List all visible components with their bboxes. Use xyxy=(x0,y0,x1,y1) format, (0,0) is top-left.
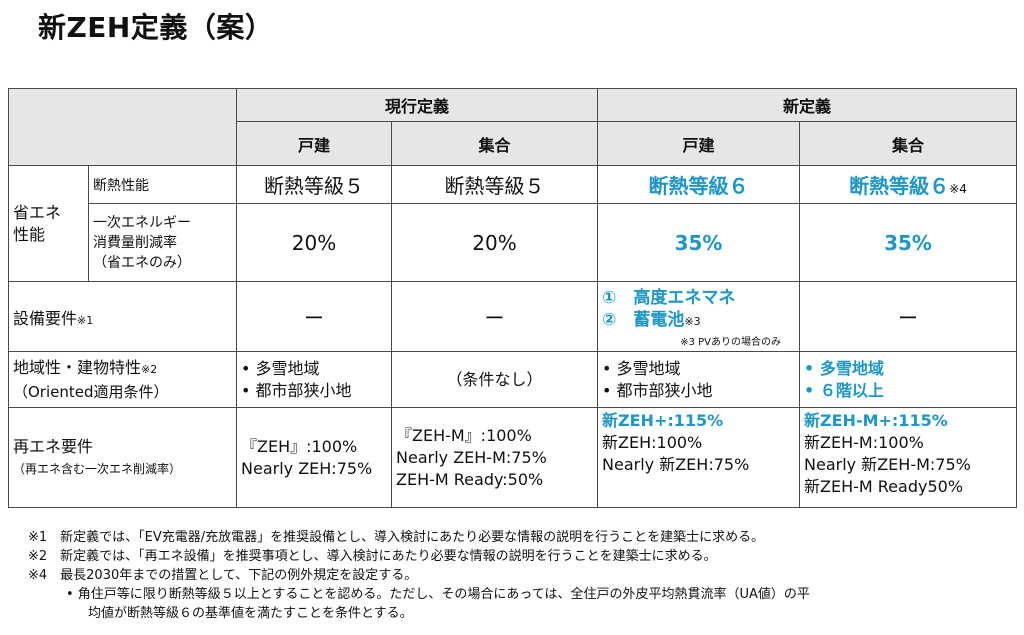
header-current-definition: 現行定義 xyxy=(235,88,599,122)
current-detached-renewable-2: Nearly ZEH:75% xyxy=(241,458,373,478)
row-label-insulation: 断熱性能 xyxy=(88,165,237,204)
footnote-2: ※2 新定義では、「再エネ設備」を推奨事項とし、導入検討にあたり必要な情報の説明… xyxy=(28,549,717,564)
new-detached-regional-2: • 都市部狭小地 xyxy=(602,380,713,400)
cell-new-collective-insulation: 断熱等級６※4 xyxy=(799,165,1018,204)
header-current-detached: 戸建 xyxy=(236,121,392,166)
footnote-1: ※1 新定義では、「EV充電器/充放電器」を推奨設備とし、導入検討にあたり必要な… xyxy=(28,530,765,545)
current-detached-regional-2: • 都市部狭小地 xyxy=(241,380,352,400)
reduction-label-line3: （省エネのみ） xyxy=(93,254,191,271)
cell-new-collective-renewable: 新ZEH-M+:115% 新ZEH-M:100% Nearly 新ZEH-M:7… xyxy=(799,407,1018,508)
footnote-4-bullet-line2: 均値が断熱等級６の基準値を満たすことを条件とする。 xyxy=(88,606,413,621)
current-collective-renewable-2: Nearly ZEH-M:75% xyxy=(396,447,547,467)
cell-current-collective-regional: （条件なし） xyxy=(390,351,599,408)
header-new-detached: 戸建 xyxy=(597,121,801,166)
new-collective-regional-1: • 多雪地域 xyxy=(804,358,884,378)
cell-current-collective-insulation: 断熱等級５ xyxy=(390,165,599,204)
zeh-definition-table: 現行定義 新定義 戸建 集合 戸建 集合 省エネ性能 断熱性能 断熱等級５ 断熱… xyxy=(8,88,1018,508)
regional-label-line2: （Oriented適用条件） xyxy=(13,382,169,401)
new-collective-renewable-2: 新ZEH-M:100% xyxy=(804,433,924,452)
equipment-pv-note: ※3 PVありの場合のみ xyxy=(680,337,782,348)
footnote-4: ※4 最長2030年までの措置として、下記の例外規定を設定する。 xyxy=(28,568,418,583)
regional-label-note: ※2 xyxy=(141,362,158,376)
current-collective-renewable-3: ZEH-M Ready:50% xyxy=(396,469,544,489)
renewable-label-line2: （再エネ含む一次エネ削減率） xyxy=(13,461,182,476)
cell-current-collective-equipment: ー xyxy=(390,281,599,352)
new-collective-regional-2: • ６階以上 xyxy=(804,380,884,400)
cell-new-detached-reduction: 35% xyxy=(597,203,801,282)
cell-current-detached-regional: • 多雪地域 • 都市部狭小地 xyxy=(236,351,392,408)
header-new-definition: 新定義 xyxy=(597,88,1018,122)
current-collective-renewable-1: 『ZEH-M』:100% xyxy=(396,425,532,445)
equipment-battery-note: ※3 xyxy=(684,315,701,328)
current-detached-regional-1: • 多雪地域 xyxy=(241,358,320,378)
cell-current-collective-reduction: 20% xyxy=(390,203,599,282)
cell-new-detached-insulation: 断熱等級６ xyxy=(597,165,801,204)
cell-new-collective-reduction: 35% xyxy=(799,203,1018,282)
cell-current-collective-renewable: 『ZEH-M』:100% Nearly ZEH-M:75% ZEH-M Read… xyxy=(390,407,599,508)
new-detached-renewable-1: 新ZEH+:115% xyxy=(602,411,724,430)
new-collective-insulation-note: ※4 xyxy=(949,182,967,196)
row-label-renewable: 再エネ要件 （再エネ含む一次エネ削減率） xyxy=(8,407,237,508)
equipment-item-battery: ② 蓄電池※3 xyxy=(602,309,795,333)
equipment-label-text: 設備要件 xyxy=(13,308,78,328)
cell-current-detached-renewable: 『ZEH』:100% Nearly ZEH:75% xyxy=(236,407,392,508)
new-collective-renewable-1: 新ZEH-M+:115% xyxy=(804,411,948,430)
new-detached-renewable-3: Nearly 新ZEH:75% xyxy=(602,455,750,474)
cell-new-collective-regional: • 多雪地域 • ６階以上 xyxy=(799,351,1018,408)
cell-current-detached-reduction: 20% xyxy=(236,203,392,282)
new-detached-renewable-2: 新ZEH:100% xyxy=(602,433,703,452)
renewable-label-line1: 再エネ要件 xyxy=(13,436,94,456)
header-new-collective: 集合 xyxy=(799,121,1018,166)
new-collective-renewable-3: Nearly 新ZEH-M:75% xyxy=(804,455,971,474)
header-corner xyxy=(8,88,237,166)
row-label-energy-text: 省エネ性能 xyxy=(13,202,62,244)
footnotes: ※1 新定義では、「EV充電器/充放電器」を推奨設備とし、導入検討にあたり必要な… xyxy=(28,528,810,623)
reduction-label-line1: 一次エネルギー xyxy=(93,214,191,231)
new-collective-renewable-4: 新ZEH-M Ready50% xyxy=(804,477,964,496)
header-current-collective: 集合 xyxy=(390,121,599,166)
row-label-energy-performance: 省エネ性能 xyxy=(8,165,89,282)
cell-new-detached-regional: • 多雪地域 • 都市部狭小地 xyxy=(597,351,801,408)
cell-current-detached-insulation: 断熱等級５ xyxy=(236,165,392,204)
equipment-label-note: ※1 xyxy=(77,313,94,327)
current-detached-renewable-1: 『ZEH』:100% xyxy=(241,436,358,456)
footnote-4-bullet-line1: • 角住戸等に限り断熱等級５以上とすることを認める。ただし、その場合にあっては、… xyxy=(66,587,810,602)
row-label-reduction: 一次エネルギー 消費量削減率 （省エネのみ） xyxy=(88,203,237,282)
page-title: 新ZEH定義（案） xyxy=(38,11,274,44)
regional-label-line1: 地域性・建物特性※2 xyxy=(13,357,232,381)
cell-current-detached-equipment: ー xyxy=(236,281,392,352)
reduction-label-line2: 消費量削減率 xyxy=(93,234,177,251)
cell-new-detached-equipment: ① 高度エネマネ ② 蓄電池※3 ※3 PVありの場合のみ xyxy=(597,281,801,352)
row-label-regional: 地域性・建物特性※2 （Oriented適用条件） xyxy=(8,351,237,408)
cell-new-collective-equipment: ー xyxy=(799,281,1018,352)
new-collective-insulation-value: 断熱等級６ xyxy=(849,174,950,198)
equipment-battery-text: ② 蓄電池 xyxy=(602,310,685,330)
row-label-equipment: 設備要件※1 xyxy=(8,281,237,352)
new-detached-regional-1: • 多雪地域 xyxy=(602,358,681,378)
equipment-item-energy-management: ① 高度エネマネ xyxy=(602,288,736,308)
regional-label-text: 地域性・建物特性 xyxy=(13,357,142,377)
cell-new-detached-renewable: 新ZEH+:115% 新ZEH:100% Nearly 新ZEH:75% xyxy=(597,407,801,508)
